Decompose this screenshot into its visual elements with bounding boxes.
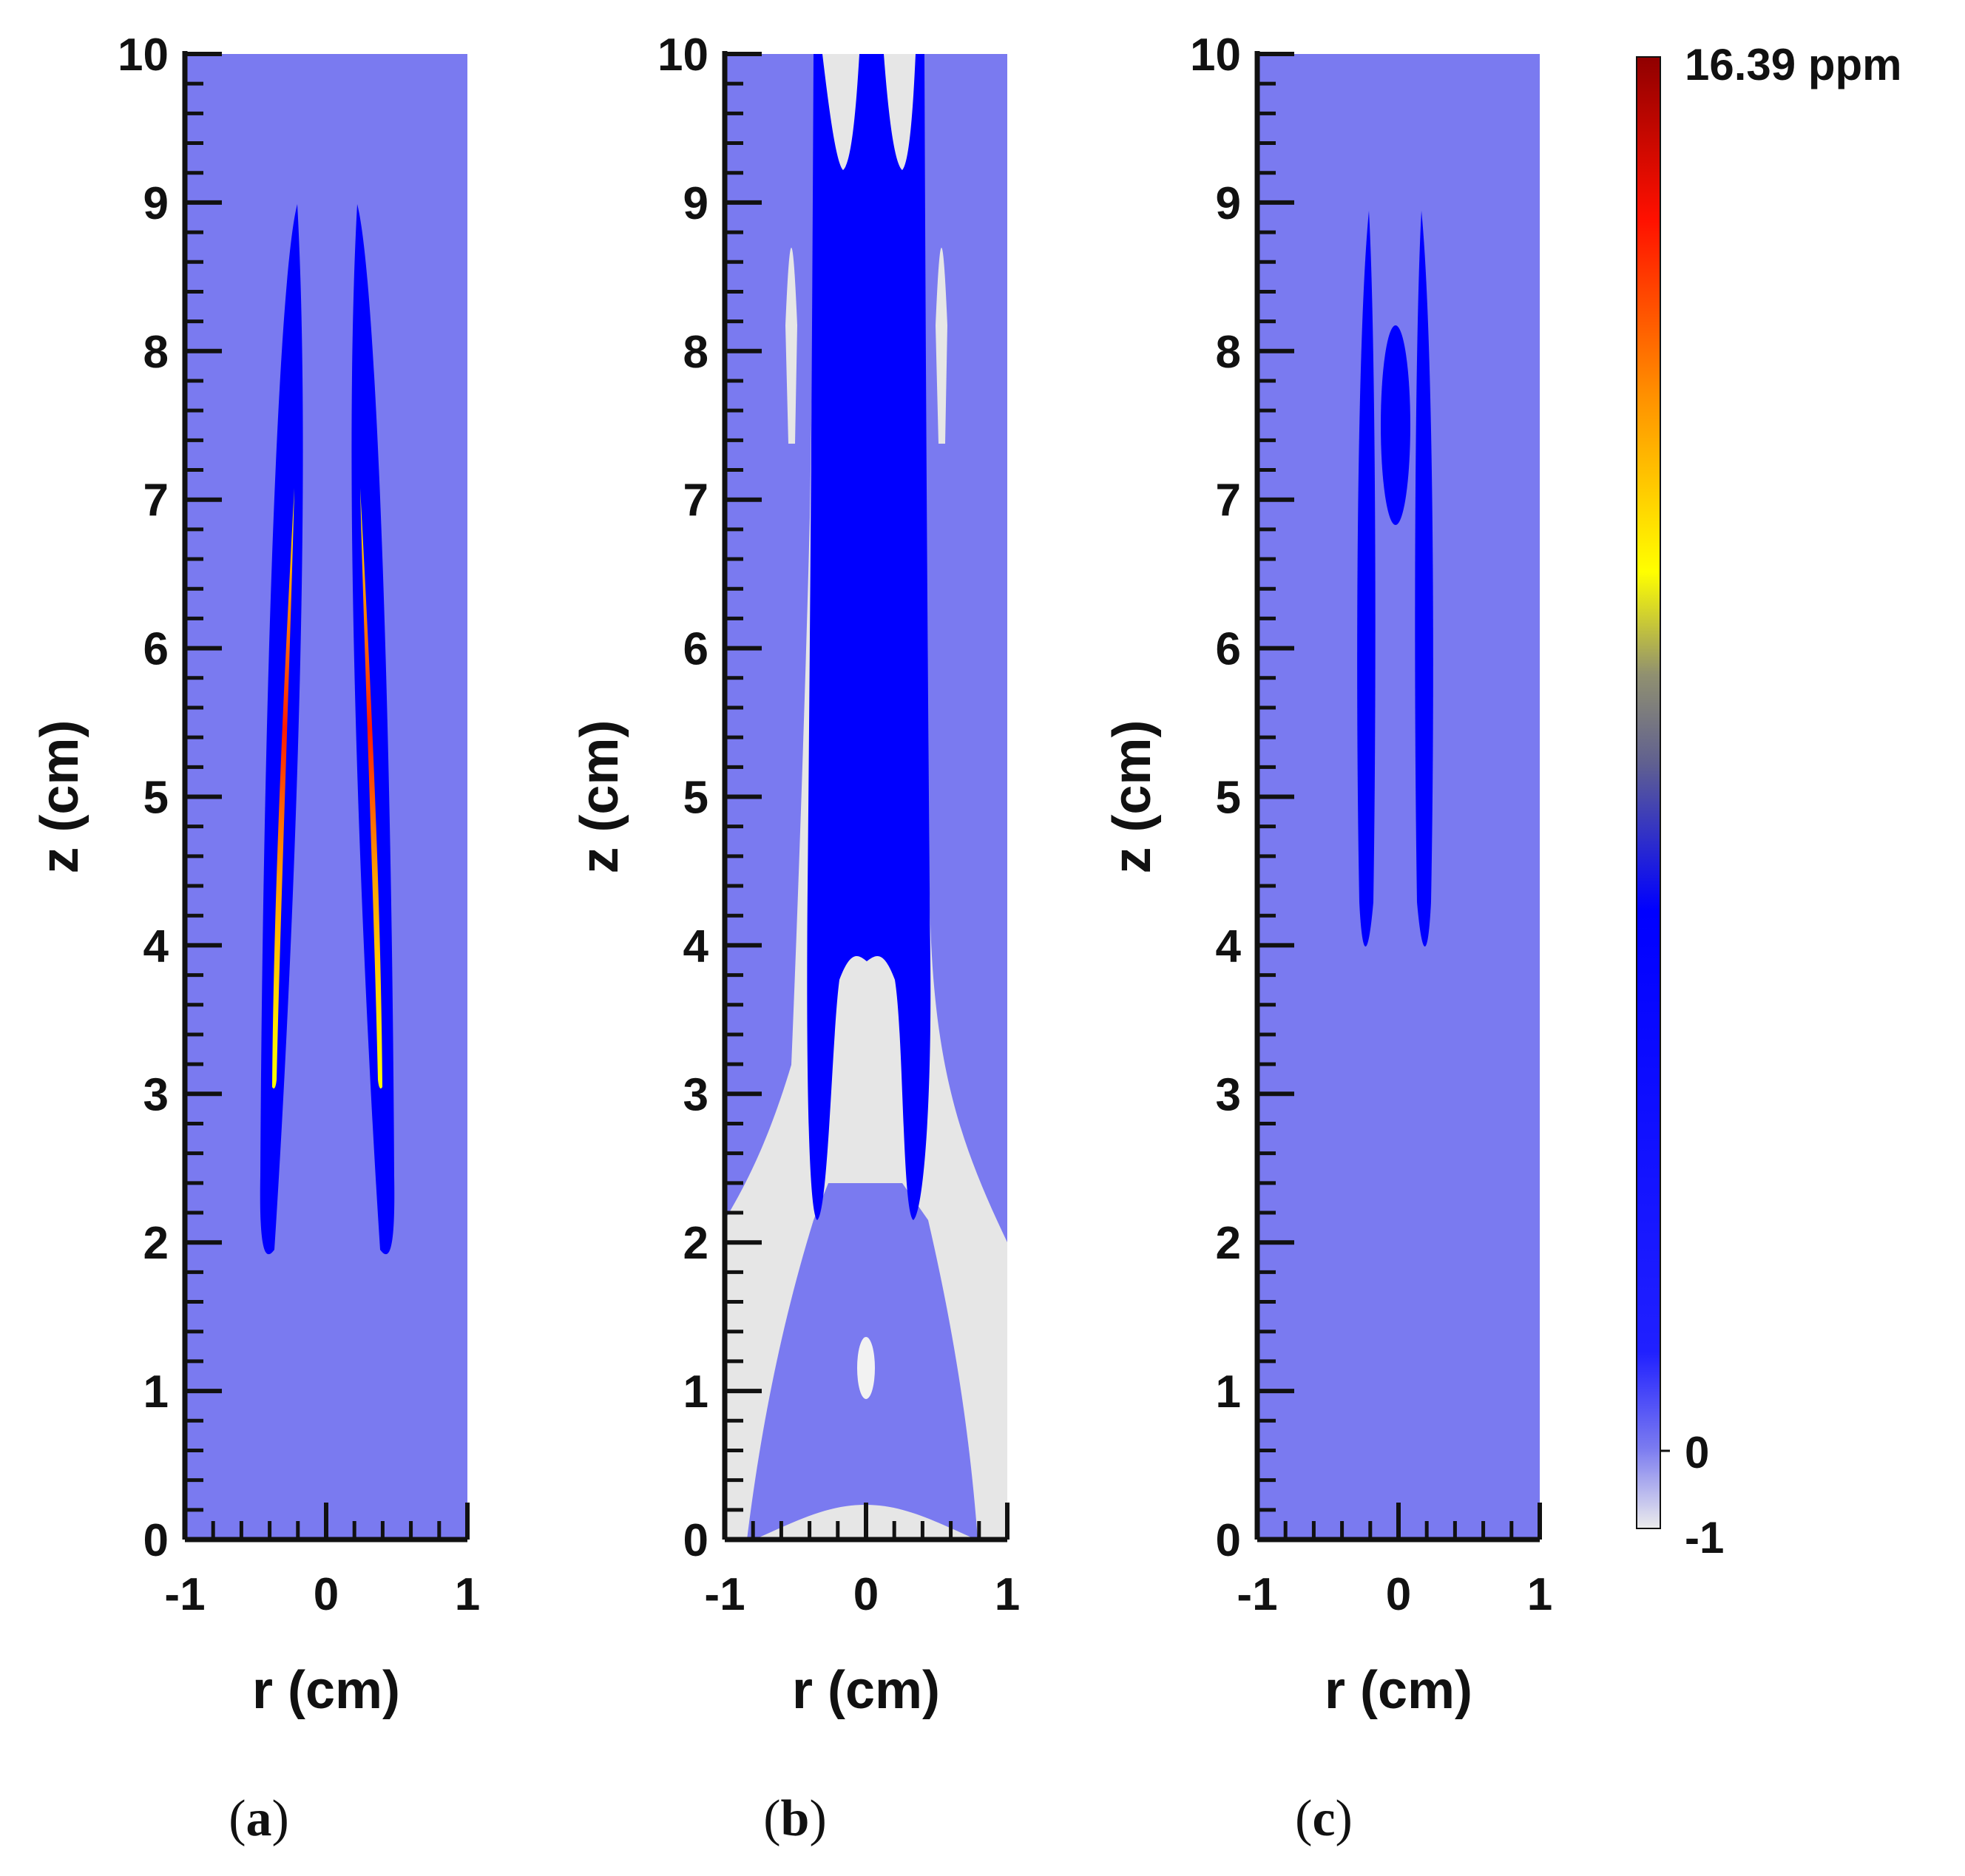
panel-c-y-tick-label: 2 bbox=[1216, 1218, 1241, 1269]
panel-c-y-tick-label: 9 bbox=[1216, 178, 1241, 229]
caption-c-letter: c bbox=[1312, 1790, 1336, 1847]
panel-a-y-tick-label: 4 bbox=[143, 921, 169, 972]
panel-b-y-tick-label: 7 bbox=[683, 475, 708, 526]
panel-a-y-tick-label: 10 bbox=[118, 30, 169, 81]
caption-a-letter: a bbox=[246, 1790, 272, 1847]
colorbar-max-label: 16.39 ppm bbox=[1685, 40, 1901, 89]
panel-a-y-tick-label: 7 bbox=[143, 475, 169, 526]
panel-a-y-tick-label: 9 bbox=[143, 178, 169, 229]
panel-b-x-tick-label: 1 bbox=[995, 1569, 1020, 1620]
colorbar-min-label: -1 bbox=[1685, 1513, 1724, 1562]
panel-a-y-tick-label: 2 bbox=[143, 1218, 169, 1269]
panel-b-y-tick-label: 4 bbox=[683, 921, 709, 972]
panel-c-y-tick-label: 8 bbox=[1216, 327, 1241, 378]
panel-b-y-tick-label: 6 bbox=[683, 624, 708, 675]
panel-b-y-tick-label: 8 bbox=[683, 327, 708, 378]
panel-b-left-spike bbox=[785, 248, 797, 444]
panel-c-y-tick-label: 3 bbox=[1216, 1069, 1241, 1120]
colorbar-gradient bbox=[1636, 56, 1661, 1529]
panel-c-y-tick-label: 4 bbox=[1216, 921, 1242, 972]
panel-a-field bbox=[260, 204, 395, 1255]
panel-b-y-tick-label: 0 bbox=[683, 1515, 708, 1566]
panel-b-y-tick-label: 3 bbox=[683, 1069, 708, 1120]
panel-c-background bbox=[1257, 54, 1540, 1540]
panel-c-x-axis-label: r (cm) bbox=[1325, 1661, 1472, 1720]
panel-c-right-jet bbox=[1415, 211, 1433, 947]
panel-c-x-tick-label: -1 bbox=[1237, 1569, 1277, 1620]
panel-b-y-axis-label: z (cm) bbox=[570, 719, 629, 873]
panel-c-field bbox=[1357, 211, 1433, 947]
panel-a-y-tick-label: 1 bbox=[143, 1367, 169, 1418]
panel-a-y-tick-label: 0 bbox=[143, 1515, 169, 1566]
panel-b-x-axis-label: r (cm) bbox=[792, 1661, 940, 1720]
panel-a-x-tick-label: 1 bbox=[455, 1569, 480, 1620]
panel-c-y-tick-label: 6 bbox=[1216, 624, 1241, 675]
panel-a-left-jet bbox=[260, 204, 303, 1255]
panel-a bbox=[185, 54, 467, 1540]
caption-b-letter: b bbox=[780, 1790, 810, 1847]
caption-a: (a) bbox=[229, 1790, 289, 1847]
panel-c-y-tick-label: 7 bbox=[1216, 475, 1241, 526]
panel-b-y-tick-label: 1 bbox=[683, 1367, 708, 1418]
panel-a-right-jet bbox=[351, 204, 395, 1255]
panel-c-y-tick-label: 0 bbox=[1216, 1515, 1241, 1566]
panel-c-y-axis-label: z (cm) bbox=[1103, 719, 1162, 873]
panel-a-x-tick-label: 0 bbox=[314, 1569, 339, 1620]
panel-b-white-spot bbox=[857, 1337, 875, 1399]
panel-a-y-tick-label: 5 bbox=[143, 773, 169, 824]
panel-b-central-plume bbox=[807, 54, 931, 1220]
panel-b-x-tick-label: -1 bbox=[704, 1569, 745, 1620]
colorbar: 16.39 ppm 0 -1 bbox=[1636, 40, 1901, 1562]
panel-c-y-tick-label: 1 bbox=[1216, 1367, 1241, 1418]
panel-c-left-jet bbox=[1357, 211, 1376, 947]
panel-a-y-axis-label: z (cm) bbox=[30, 719, 89, 873]
panel-b-y-tick-label: 9 bbox=[683, 178, 708, 229]
panel-c-y-tick-label: 10 bbox=[1190, 30, 1241, 81]
caption-c: (c) bbox=[1295, 1790, 1353, 1847]
panel-a-x-tick-label: -1 bbox=[164, 1569, 205, 1620]
panel-c-x-tick-label: 1 bbox=[1527, 1569, 1552, 1620]
panel-c-y-tick-label: 5 bbox=[1216, 773, 1241, 824]
panel-a-y-tick-label: 6 bbox=[143, 624, 169, 675]
panel-a-y-tick-label: 3 bbox=[143, 1069, 169, 1120]
panel-a-x-axis-label: r (cm) bbox=[252, 1661, 400, 1720]
panel-c-center-blob bbox=[1381, 325, 1410, 525]
panel-b-x-tick-label: 0 bbox=[853, 1569, 879, 1620]
panel-a-right-hot-core bbox=[360, 488, 382, 1088]
panel-a-left-hot-core bbox=[272, 488, 294, 1088]
panel-c-x-tick-label: 0 bbox=[1386, 1569, 1411, 1620]
panel-a-background bbox=[185, 54, 467, 1540]
panel-b-y-tick-label: 10 bbox=[657, 30, 708, 81]
panel-c bbox=[1257, 54, 1540, 1540]
panel-b-right-spike bbox=[936, 248, 947, 444]
panel-b-y-tick-label: 5 bbox=[683, 773, 708, 824]
caption-b: (b) bbox=[763, 1790, 827, 1847]
panel-b bbox=[725, 54, 1007, 1540]
panel-a-y-tick-label: 8 bbox=[143, 327, 169, 378]
colorbar-zero-label: 0 bbox=[1685, 1428, 1709, 1477]
panel-b-y-tick-label: 2 bbox=[683, 1218, 708, 1269]
